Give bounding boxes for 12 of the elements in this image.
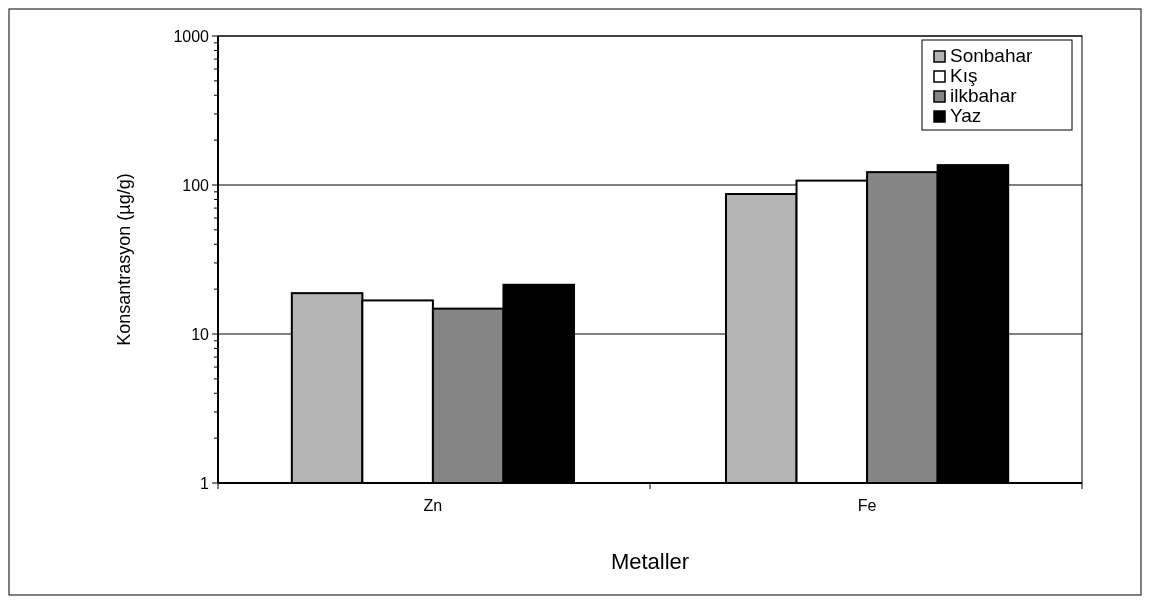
legend-label: Sonbahar [950, 45, 1034, 66]
x-tick-label: Zn [423, 497, 443, 514]
legend-label: ilkbahar [950, 85, 1018, 106]
y-tick-label: 1 [200, 474, 210, 492]
legend-label: Yaz [950, 105, 982, 126]
y-tick-label: 100 [182, 176, 210, 194]
legend-label: Kış [950, 65, 978, 86]
x-axis-title: Metaller [610, 549, 690, 574]
y-tick-label: 1000 [173, 27, 210, 45]
y-tick-label: 10 [191, 325, 210, 343]
x-tick-label: Fe [857, 497, 877, 514]
y-axis-title: Konsantrasyon (µg/g) [114, 173, 134, 346]
